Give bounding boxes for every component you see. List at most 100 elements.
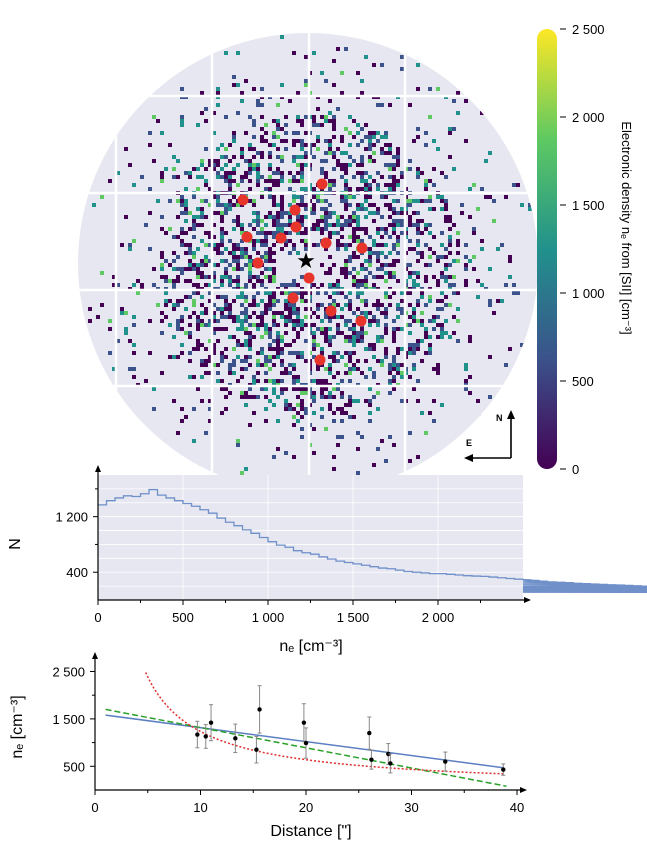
- density-pixel: [264, 275, 268, 279]
- density-pixel: [224, 271, 228, 275]
- density-pixel: [336, 163, 340, 167]
- density-pixel: [396, 371, 400, 375]
- density-pixel: [292, 131, 296, 135]
- density-pixel: [180, 227, 184, 231]
- density-pixel: [264, 419, 268, 423]
- density-pixel: [204, 283, 208, 287]
- density-pixel: [328, 343, 332, 347]
- density-pixel: [296, 351, 300, 355]
- density-pixel: [428, 411, 432, 415]
- density-pixel: [380, 275, 384, 279]
- density-pixel: [400, 371, 404, 375]
- density-pixel: [512, 283, 516, 287]
- density-pixel: [416, 63, 420, 67]
- density-pixel: [312, 411, 316, 415]
- density-pixel: [112, 283, 116, 287]
- density-pixel: [444, 199, 448, 203]
- density-pixel: [260, 347, 264, 351]
- density-pixel: [320, 171, 324, 175]
- density-pixel: [364, 275, 368, 279]
- density-pixel: [448, 227, 452, 231]
- density-pixel: [224, 315, 228, 319]
- density-pixel: [376, 299, 380, 303]
- density-pixel: [296, 115, 300, 119]
- density-pixel: [344, 259, 348, 263]
- density-pixel: [440, 207, 444, 211]
- density-pixel: [376, 131, 380, 135]
- density-pixel: [376, 207, 380, 211]
- density-pixel: [364, 303, 368, 307]
- density-pixel: [344, 127, 348, 131]
- density-pixel: [312, 427, 316, 431]
- density-pixel: [204, 183, 208, 187]
- density-pixel: [244, 255, 248, 259]
- density-pixel: [236, 51, 240, 55]
- density-pixel: [208, 323, 212, 327]
- density-pixel: [284, 343, 288, 347]
- density-pixel: [332, 115, 336, 119]
- density-pixel: [372, 239, 376, 243]
- density-pixel: [348, 415, 352, 419]
- density-pixel: [336, 107, 340, 111]
- histogram-ylabel: N: [7, 538, 24, 550]
- density-pixel: [296, 335, 300, 339]
- region-marker: [237, 194, 249, 206]
- density-pixel: [400, 175, 404, 179]
- density-pixel: [256, 99, 260, 103]
- density-pixel: [220, 351, 224, 355]
- data-point: [388, 753, 393, 774]
- density-pixel: [200, 263, 204, 267]
- density-pixel: [428, 347, 432, 351]
- density-pixel: [236, 247, 240, 251]
- density-pixel: [468, 259, 472, 263]
- density-pixel: [224, 299, 228, 303]
- density-pixel: [128, 243, 132, 247]
- scatter-xtick-label: 0: [91, 800, 98, 815]
- density-pixel: [328, 99, 332, 103]
- density-pixel: [280, 155, 284, 159]
- density-pixel: [504, 363, 508, 367]
- histogram-series: [98, 488, 647, 594]
- density-pixel: [276, 231, 280, 235]
- density-pixel: [120, 307, 124, 311]
- density-pixel: [388, 275, 392, 279]
- density-pixel: [480, 415, 484, 419]
- density-pixel: [440, 243, 444, 247]
- density-pixel: [192, 311, 196, 315]
- density-pixel: [360, 187, 364, 191]
- density-pixel: [332, 211, 336, 215]
- density-pixel: [388, 379, 392, 383]
- density-pixel: [352, 215, 356, 219]
- density-pixel: [360, 327, 364, 331]
- density-pixel: [232, 255, 236, 259]
- density-pixel: [276, 203, 280, 207]
- density-pixel: [432, 183, 436, 187]
- density-pixel: [160, 171, 164, 175]
- density-pixel: [312, 195, 316, 199]
- density-pixel: [204, 371, 208, 375]
- density-pixel: [344, 275, 348, 279]
- density-pixel: [368, 263, 372, 267]
- density-pixel: [276, 135, 280, 139]
- density-pixel: [336, 443, 340, 447]
- density-pixel: [300, 167, 304, 171]
- density-pixel: [336, 223, 340, 227]
- density-pixel: [220, 315, 224, 319]
- density-pixel: [348, 223, 352, 227]
- point-marker: [254, 747, 259, 752]
- density-pixel: [368, 139, 372, 143]
- density-pixel: [348, 259, 352, 263]
- density-pixel: [204, 231, 208, 235]
- density-pixel: [380, 235, 384, 239]
- density-pixel: [300, 163, 304, 167]
- density-pixel: [416, 299, 420, 303]
- density-pixel: [204, 275, 208, 279]
- density-pixel: [344, 183, 348, 187]
- density-pixel: [356, 143, 360, 147]
- point-marker: [367, 730, 372, 736]
- density-pixel: [208, 371, 212, 375]
- density-pixel: [380, 251, 384, 255]
- density-pixel: [268, 155, 272, 159]
- colorbar-tick-label: 2 500: [572, 22, 605, 37]
- density-pixel: [232, 251, 236, 255]
